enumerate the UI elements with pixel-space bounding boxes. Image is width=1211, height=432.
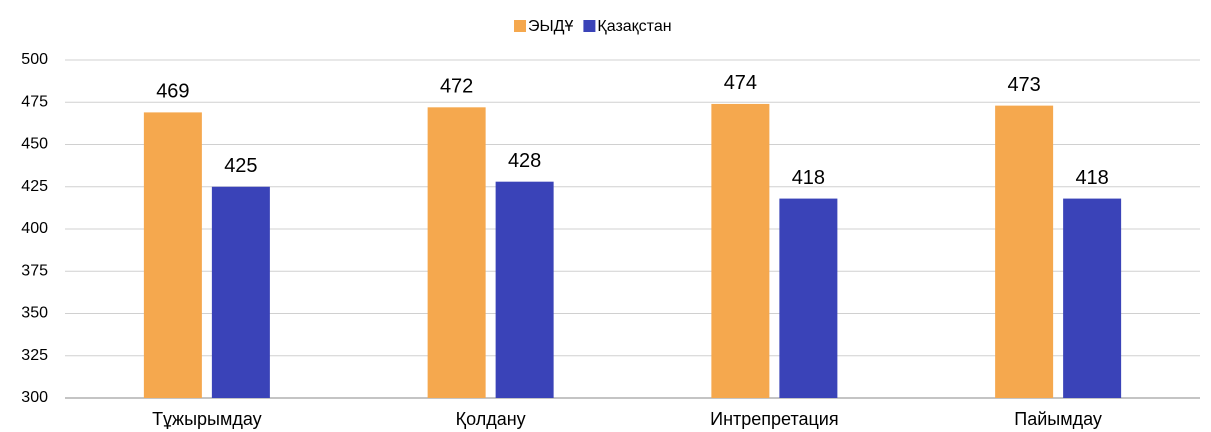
y-tick-label: 300 <box>21 389 48 406</box>
data-label: 469 <box>156 81 189 103</box>
y-tick-label: 375 <box>21 262 48 279</box>
bar <box>427 107 486 398</box>
y-tick-label: 350 <box>21 305 48 322</box>
bar <box>1063 198 1122 398</box>
y-tick-label: 500 <box>21 51 48 68</box>
bar <box>779 198 838 398</box>
x-tick-label: Интрепретация <box>710 409 838 429</box>
y-tick-label: 450 <box>21 136 48 153</box>
legend-label: ЭЫДҰ <box>528 18 574 35</box>
data-label: 472 <box>440 76 473 98</box>
x-tick-label: Пайымдау <box>1014 409 1102 429</box>
data-label: 425 <box>224 155 257 177</box>
data-label: 473 <box>1007 74 1040 96</box>
bar <box>711 103 770 398</box>
data-label: 418 <box>792 167 825 189</box>
bar <box>211 186 270 398</box>
bar <box>495 181 554 398</box>
y-tick-label: 400 <box>21 220 48 237</box>
data-label: 428 <box>508 150 541 172</box>
y-tick-label: 475 <box>21 93 48 110</box>
data-label: 418 <box>1075 167 1108 189</box>
bar <box>995 105 1054 398</box>
bar <box>143 112 202 398</box>
x-tick-label: Тұжырымдау <box>152 409 262 429</box>
y-tick-label: 425 <box>21 178 48 195</box>
x-tick-label: Қолдану <box>456 409 526 429</box>
data-label: 474 <box>724 72 757 94</box>
y-tick-label: 325 <box>21 347 48 364</box>
legend-swatch <box>514 20 526 32</box>
legend-swatch <box>583 20 596 32</box>
legend-label: Қазақстан <box>597 18 671 35</box>
